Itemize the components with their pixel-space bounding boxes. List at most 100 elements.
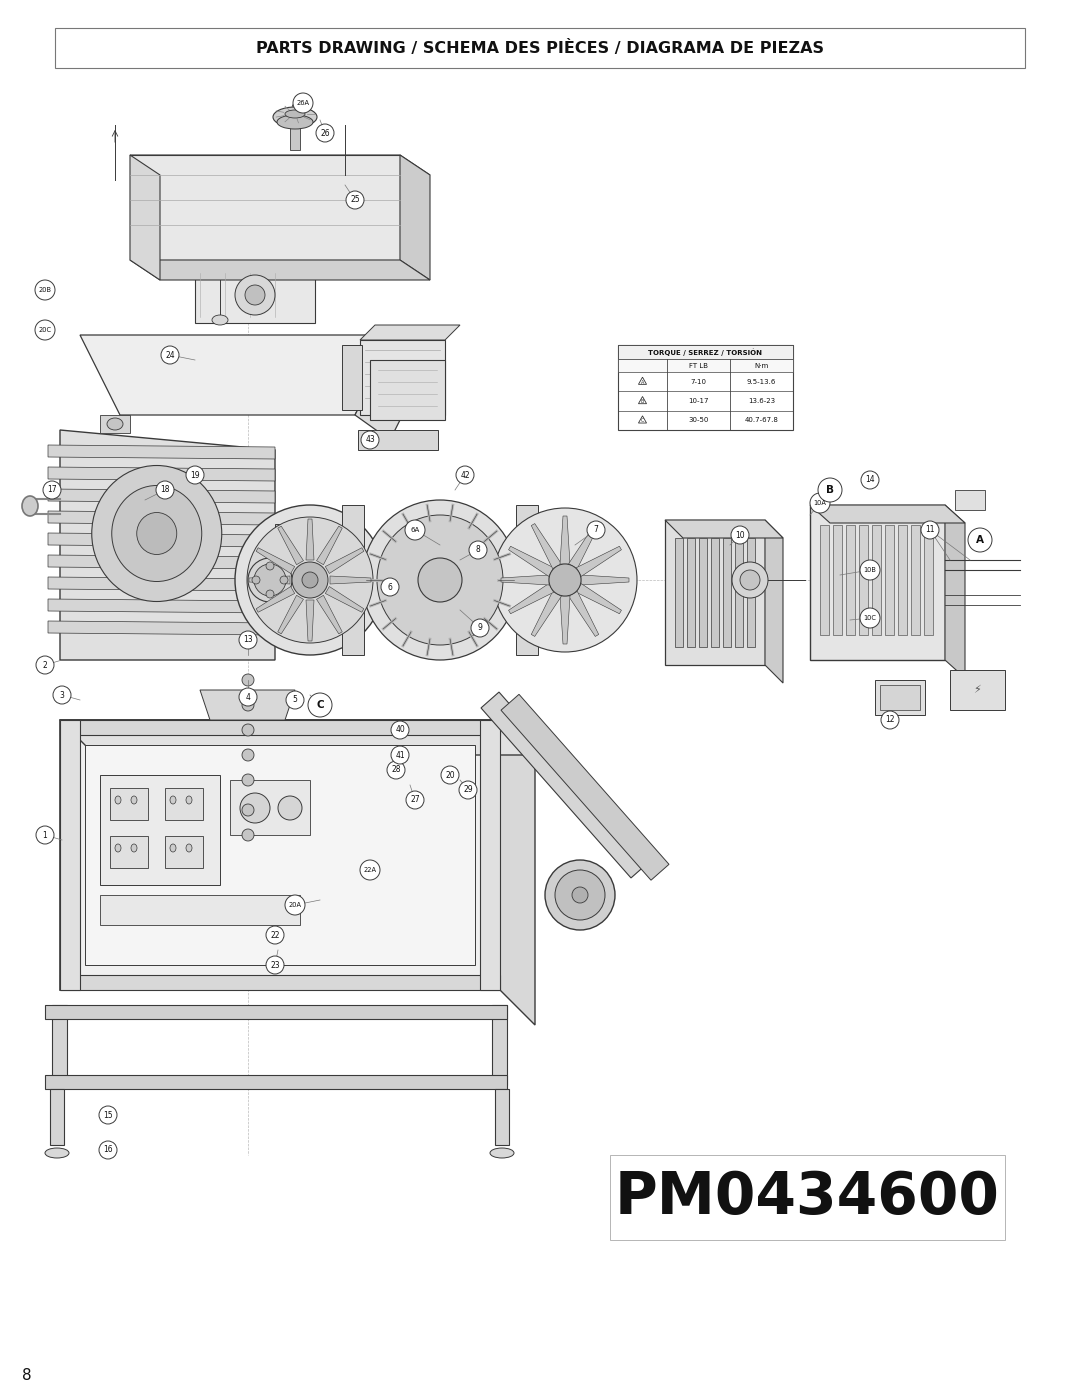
Polygon shape xyxy=(48,622,275,636)
Bar xyxy=(195,267,315,323)
Ellipse shape xyxy=(492,509,637,652)
Text: 28: 28 xyxy=(391,766,401,774)
Ellipse shape xyxy=(247,517,373,643)
Text: 10: 10 xyxy=(735,531,745,539)
Bar xyxy=(110,788,148,820)
Text: C: C xyxy=(316,700,324,710)
Text: 13.6-23: 13.6-23 xyxy=(748,398,775,404)
Circle shape xyxy=(293,94,313,113)
Ellipse shape xyxy=(377,515,503,645)
Bar xyxy=(495,1090,509,1146)
Circle shape xyxy=(156,481,174,499)
Polygon shape xyxy=(249,576,291,584)
Text: 1: 1 xyxy=(42,830,48,840)
Circle shape xyxy=(860,608,880,629)
Bar xyxy=(810,504,945,659)
Text: 8: 8 xyxy=(475,545,481,555)
Bar xyxy=(955,490,985,510)
Bar xyxy=(165,788,203,820)
Ellipse shape xyxy=(131,796,137,805)
Text: 8: 8 xyxy=(22,1368,31,1383)
Text: 4: 4 xyxy=(245,693,251,701)
Polygon shape xyxy=(316,527,342,564)
Polygon shape xyxy=(330,576,372,584)
Bar xyxy=(885,525,894,636)
Ellipse shape xyxy=(276,115,313,129)
Polygon shape xyxy=(810,504,966,522)
Ellipse shape xyxy=(545,861,615,930)
Bar xyxy=(45,1004,507,1018)
Text: A: A xyxy=(640,380,644,384)
Polygon shape xyxy=(481,692,649,877)
Bar xyxy=(699,538,707,647)
Ellipse shape xyxy=(266,590,274,598)
Ellipse shape xyxy=(572,887,588,902)
Text: N·m: N·m xyxy=(754,362,769,369)
Circle shape xyxy=(99,1106,117,1125)
Text: 10C: 10C xyxy=(864,615,877,622)
Bar xyxy=(687,538,696,647)
Polygon shape xyxy=(130,155,160,279)
Circle shape xyxy=(588,521,605,539)
Bar xyxy=(833,525,842,636)
Bar xyxy=(60,719,80,990)
Bar xyxy=(360,339,445,415)
Ellipse shape xyxy=(242,724,254,736)
Polygon shape xyxy=(531,591,562,637)
Polygon shape xyxy=(360,326,460,339)
Circle shape xyxy=(266,956,284,974)
Circle shape xyxy=(810,493,831,513)
Bar xyxy=(846,525,855,636)
Bar xyxy=(50,1090,64,1146)
Text: FT LB: FT LB xyxy=(689,362,708,369)
Ellipse shape xyxy=(266,562,274,570)
Text: 26: 26 xyxy=(320,129,329,137)
Ellipse shape xyxy=(740,570,760,590)
Bar xyxy=(52,1004,67,1085)
Ellipse shape xyxy=(285,110,305,117)
Text: 16: 16 xyxy=(104,1146,112,1154)
Text: 20A: 20A xyxy=(288,902,301,908)
Circle shape xyxy=(391,721,409,739)
Polygon shape xyxy=(48,511,275,525)
Text: 43: 43 xyxy=(365,436,375,444)
Text: 6: 6 xyxy=(388,583,392,591)
Polygon shape xyxy=(306,599,314,641)
Polygon shape xyxy=(638,416,647,423)
Circle shape xyxy=(36,826,54,844)
Circle shape xyxy=(860,560,880,580)
Circle shape xyxy=(861,471,879,489)
Circle shape xyxy=(186,467,204,483)
Circle shape xyxy=(391,746,409,764)
Circle shape xyxy=(469,541,487,559)
Ellipse shape xyxy=(131,844,137,852)
Circle shape xyxy=(35,320,55,339)
Ellipse shape xyxy=(235,504,384,655)
Ellipse shape xyxy=(248,557,292,602)
Polygon shape xyxy=(561,515,570,564)
Bar xyxy=(618,345,793,430)
Polygon shape xyxy=(48,489,275,503)
Bar xyxy=(55,28,1025,68)
Polygon shape xyxy=(665,520,783,538)
Ellipse shape xyxy=(242,698,254,711)
Bar xyxy=(492,1004,507,1085)
Text: 30-50: 30-50 xyxy=(688,418,708,423)
Ellipse shape xyxy=(240,793,270,823)
Text: 9: 9 xyxy=(477,623,483,633)
Ellipse shape xyxy=(92,465,221,602)
Text: 20C: 20C xyxy=(39,327,52,332)
Circle shape xyxy=(346,191,364,210)
Polygon shape xyxy=(48,599,275,613)
Polygon shape xyxy=(200,690,295,719)
Circle shape xyxy=(406,791,424,809)
Bar xyxy=(897,525,907,636)
Bar xyxy=(110,835,148,868)
Polygon shape xyxy=(945,504,966,678)
Polygon shape xyxy=(765,520,783,683)
Bar xyxy=(618,345,793,359)
Circle shape xyxy=(881,711,899,729)
Bar xyxy=(342,504,364,655)
Ellipse shape xyxy=(212,314,228,326)
Ellipse shape xyxy=(111,486,202,581)
